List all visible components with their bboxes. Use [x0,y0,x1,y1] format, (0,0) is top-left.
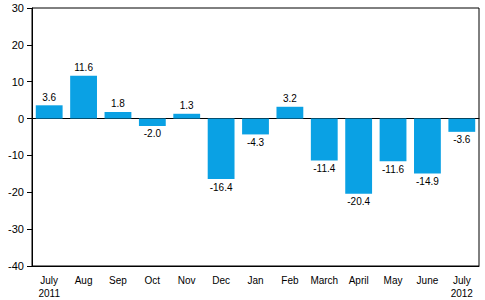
svg-text:-3.6: -3.6 [453,134,471,145]
svg-text:-14.9: -14.9 [416,176,439,187]
svg-text:1.8: 1.8 [111,98,125,109]
svg-text:April: April [349,275,369,286]
svg-text:Dec: Dec [212,275,230,286]
svg-text:May: May [384,275,403,286]
svg-text:Aug: Aug [75,275,93,286]
svg-text:-20: -20 [8,186,24,198]
svg-text:March: March [310,275,338,286]
svg-text:20: 20 [12,39,24,51]
svg-text:Feb: Feb [281,275,299,286]
svg-text:-2.0: -2.0 [144,128,162,139]
svg-text:July: July [453,275,471,286]
svg-text:-11.4: -11.4 [313,163,335,174]
svg-text:Oct: Oct [145,275,161,286]
svg-text:2012: 2012 [451,288,474,299]
svg-text:-20.4: -20.4 [347,196,370,207]
svg-text:1.3: 1.3 [180,100,194,111]
svg-text:11.6: 11.6 [74,62,93,73]
svg-text:-30: -30 [8,223,24,235]
svg-text:Jan: Jan [247,275,263,286]
svg-text:Sep: Sep [109,275,127,286]
svg-text:-10: -10 [8,149,24,161]
svg-text:2011: 2011 [38,288,60,299]
svg-text:June: June [417,275,439,286]
svg-text:-40: -40 [8,260,24,272]
svg-text:Nov: Nov [178,275,196,286]
svg-text:10: 10 [12,76,24,88]
svg-text:-11.6: -11.6 [382,164,404,175]
svg-text:July: July [40,275,58,286]
svg-text:-16.4: -16.4 [210,182,233,193]
svg-text:0: 0 [18,113,24,125]
svg-text:-4.3: -4.3 [247,137,265,148]
svg-text:30: 30 [12,2,24,14]
svg-text:3.6: 3.6 [42,92,56,103]
svg-text:3.2: 3.2 [283,93,297,104]
